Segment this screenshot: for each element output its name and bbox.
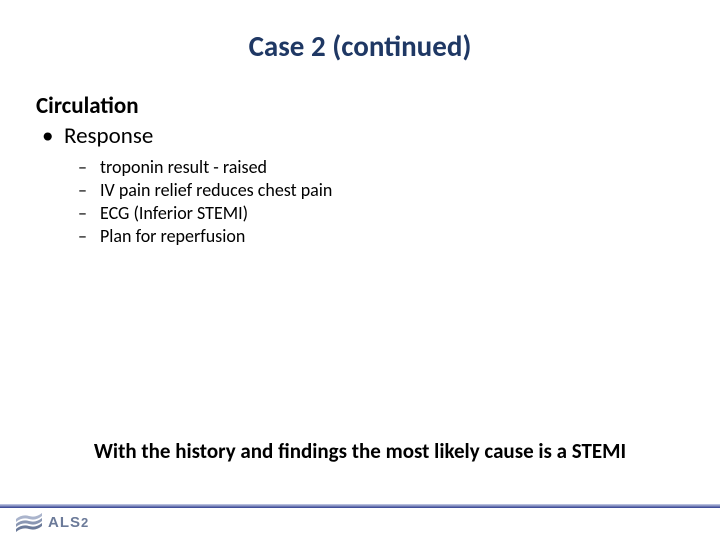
body-text: Circulation • Response – troponin result…: [36, 92, 684, 248]
footer-divider: [0, 504, 720, 508]
slide-title: Case 2 (continued): [0, 28, 720, 64]
logo-text: ALS2: [48, 514, 89, 531]
logo-text-suffix: 2: [81, 515, 89, 530]
dash-marker: –: [76, 179, 100, 202]
sub-item: – Plan for reperfusion: [76, 225, 684, 248]
bullet-label: Response: [64, 122, 153, 150]
sub-item: – troponin result - raised: [76, 156, 684, 179]
slide: Case 2 (continued) Circulation • Respons…: [0, 0, 720, 540]
sub-item-text: Plan for reperfusion: [100, 225, 245, 248]
dash-marker: –: [76, 202, 100, 225]
sub-item: – IV pain relief reduces chest pain: [76, 179, 684, 202]
sub-item: – ECG (Inferior STEMI): [76, 202, 684, 225]
sub-item-text: IV pain relief reduces chest pain: [100, 179, 332, 202]
sub-item-list: – troponin result - raised – IV pain rel…: [36, 156, 684, 248]
bullet-item: • Response: [36, 122, 684, 150]
sub-item-text: ECG (Inferior STEMI): [100, 202, 248, 225]
logo-text-main: ALS: [48, 514, 81, 531]
conclusion-text: With the history and findings the most l…: [36, 438, 684, 464]
logo: ALS2: [16, 512, 89, 532]
sub-item-text: troponin result - raised: [100, 156, 267, 179]
section-heading: Circulation: [36, 92, 684, 120]
logo-icon: [16, 512, 42, 532]
dash-marker: –: [76, 225, 100, 248]
bullet-marker: •: [36, 122, 64, 150]
dash-marker: –: [76, 156, 100, 179]
